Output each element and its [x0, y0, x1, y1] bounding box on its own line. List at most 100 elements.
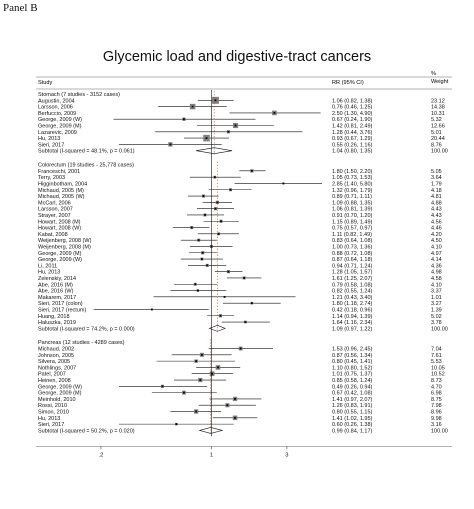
weight-value: 4.18 [431, 188, 442, 194]
point-estimate [201, 258, 203, 260]
rr-ci-value: 0.85 (0.58, 1.24) [332, 378, 373, 384]
point-estimate [206, 264, 209, 267]
weight-value: 10.31 [431, 111, 445, 117]
rr-ci-value: 0.83 (0.64, 1.08) [332, 238, 373, 244]
study-label: George, 2009 (M) [38, 391, 82, 397]
weight-value: 4.10 [431, 282, 442, 288]
point-estimate [150, 308, 153, 311]
weight-value: 1.79 [431, 181, 442, 187]
subtotal-rr-ci: 0.99 (0.84, 1.17) [332, 428, 373, 434]
study-label: Terry, 2003 [38, 175, 65, 181]
weight-value: 4.46 [431, 226, 442, 232]
study-label: Sieri, 2017 (colon) [38, 301, 83, 307]
study-label: Michaud, 2005 (M) [38, 188, 84, 194]
point-estimate [239, 347, 242, 350]
study-label: George, 2009 (W) [38, 384, 82, 390]
point-estimate [169, 143, 172, 146]
rr-ci-value: 0.76 (0.46, 1.25) [332, 105, 373, 111]
point-estimate [196, 289, 199, 292]
point-estimate [217, 232, 220, 235]
weight-value: 4.56 [431, 219, 442, 225]
point-estimate [211, 372, 214, 375]
weight-value: 3.16 [431, 422, 442, 428]
rr-ci-value: 1.11 (0.82, 1.49) [332, 232, 372, 238]
study-label: George, 2009 (M) [38, 124, 82, 130]
study-label: Sieri, 2017 [38, 422, 64, 428]
weight-value: 3.37 [431, 289, 442, 295]
study-label: Haluszka, 2019 [38, 320, 76, 326]
point-estimate [244, 321, 247, 323]
study-label: Nothlings, 2007 [38, 365, 76, 371]
weight-value: 3.64 [431, 175, 442, 181]
weight-value: 5.05 [431, 169, 442, 175]
rr-ci-value: 2.85 (1.40, 5.80) [332, 181, 373, 187]
weight-value: 20.44 [431, 136, 445, 142]
point-estimate [201, 353, 203, 356]
weight-value: 7.04 [431, 347, 442, 353]
rr-ci-value: 0.75 (0.57, 0.97) [332, 226, 373, 232]
weight-value: 4.36 [431, 263, 442, 269]
study-label: Huang, 2018 [38, 314, 70, 320]
study-label: Sieri, 2017 [38, 142, 64, 148]
x-tick-label: .2 [99, 452, 104, 458]
point-estimate [205, 137, 208, 139]
point-estimate [190, 226, 193, 229]
rr-ci-value: 1.42 (0.81, 2.49) [332, 124, 373, 130]
rr-ci-value: 0.42 (0.18, 0.96) [332, 307, 373, 313]
subtotal-rr-ci: 1.04 (0.80, 1.35) [332, 149, 373, 155]
study-label: Johnson, 2005 [38, 353, 74, 359]
point-estimate [191, 105, 194, 108]
point-estimate [226, 404, 229, 407]
rr-ci-value: 1.10 (0.80, 1.52) [332, 365, 373, 371]
chart-title: Glycemic load and digestive-tract cancer… [102, 49, 372, 65]
study-label: Meinhold, 2010 [38, 397, 76, 403]
rr-ci-value: 1.28 (1.05, 1.57) [332, 270, 373, 276]
rr-ci-value: 0.88 (0.72, 1.08) [332, 251, 373, 257]
point-estimate [227, 270, 230, 273]
point-estimate [175, 423, 178, 426]
study-label: Howart, 2008 (M) [38, 219, 81, 225]
study-label: Larsson, 2007 [38, 207, 73, 213]
study-label: Abe, 2016 (M) [38, 282, 73, 288]
study-label: Weijenberg, 2008 (W) [38, 238, 92, 244]
rr-ci-value: 0.82 (0.55, 1.24) [332, 289, 373, 295]
rr-ci-value: 0.80 (0.45, 1.41) [332, 359, 373, 365]
point-estimate [199, 379, 202, 381]
weight-value: 7.98 [431, 403, 442, 409]
study-label: Augustin, 2004 [38, 98, 75, 104]
point-estimate [250, 169, 253, 172]
rr-ci-value: 1.53 (0.96, 2.45) [332, 347, 373, 353]
rr-ci-value: 1.80 (1.18, 2.74) [332, 301, 373, 307]
weight-value: 8.96 [431, 410, 442, 416]
weight-value: 23.12 [431, 98, 445, 104]
subtotal-diamond [208, 325, 226, 332]
rr-ci-value: 2.50 (1.30, 4.90) [332, 111, 373, 117]
study-label: Weijenberg, 2008 (M) [38, 244, 91, 250]
study-label: Michaud, 2005 (W) [38, 194, 85, 200]
weight-value: 8.76 [431, 142, 442, 148]
point-estimate [219, 314, 222, 317]
rr-ci-value: 1.32 (0.96, 1.79) [332, 188, 373, 194]
weight-value: 14.38 [431, 105, 445, 111]
rr-ci-value: 0.91 (0.70, 1.20) [332, 213, 373, 219]
point-estimate [214, 99, 217, 102]
study-label: Heinen, 2008 [38, 378, 71, 384]
rr-ci-value: 1.64 (1.16, 2.34) [332, 320, 373, 326]
point-estimate [202, 195, 205, 197]
study-label: George, 2009 (W) [38, 257, 82, 263]
rr-ci-value: 0.89 (0.71, 1.11) [332, 194, 372, 200]
rr-ci-value: 1.14 (0.94, 1.39) [332, 314, 373, 320]
panel-label: Panel B [3, 2, 38, 14]
study-label: Makarem, 2017 [38, 295, 76, 301]
rr-ci-value: 0.87 (0.56, 1.34) [332, 353, 373, 359]
study-label: Sieri, 2017 (rectum) [38, 307, 86, 313]
weight-value: 4.97 [431, 251, 442, 257]
weight-value: 4.88 [431, 200, 442, 206]
rr-ci-value: 1.21 (0.43, 3.40) [332, 295, 373, 301]
study-label: Zelenskiy, 2014 [38, 276, 76, 282]
study-label: Kabat, 2008 [38, 232, 68, 238]
study-label: Higginbotham, 2004 [38, 181, 87, 187]
subtotal-label: Subtotal (I-squared = 50.2%, p = 0.020) [38, 428, 135, 434]
subtotal-weight: 100.00 [431, 428, 448, 434]
